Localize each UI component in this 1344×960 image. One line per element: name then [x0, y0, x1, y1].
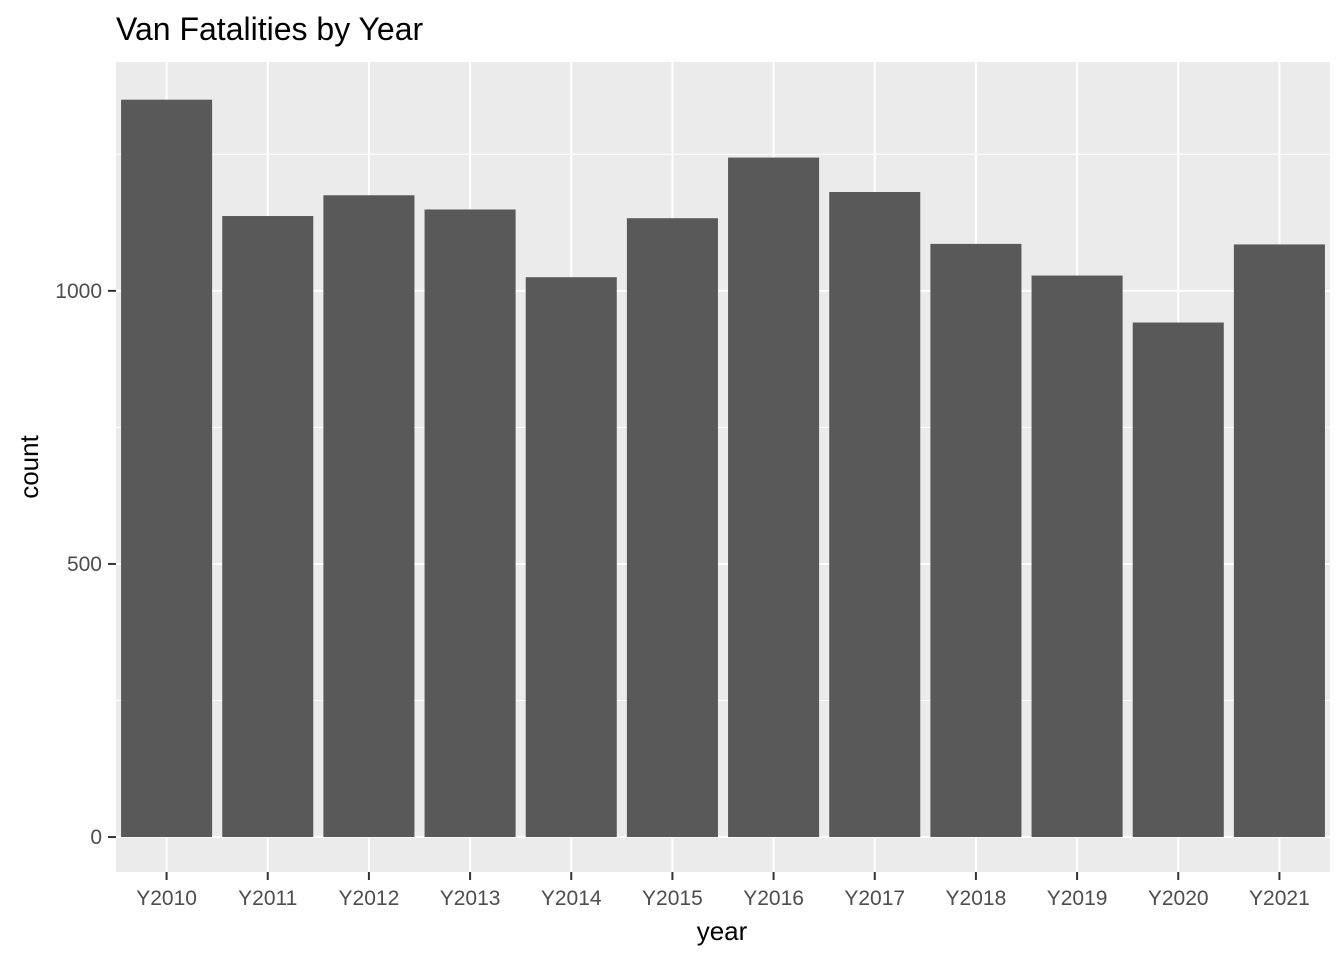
x-tick-label: Y2018	[946, 887, 1007, 910]
y-axis-title: count	[14, 434, 44, 498]
y-axis: 0 500 1000	[55, 280, 116, 849]
x-tick-label: Y2016	[743, 887, 804, 910]
bar-Y2017	[829, 191, 921, 838]
x-axis-title: year	[697, 916, 748, 946]
y-tick-label: 0	[90, 826, 102, 849]
bar-Y2021	[1233, 244, 1325, 838]
bar-Y2016	[728, 157, 820, 838]
bar-Y2020	[1132, 322, 1224, 838]
x-tick-label: Y2013	[440, 887, 501, 910]
x-tick-label: Y2015	[642, 887, 703, 910]
plot-panel	[116, 62, 1330, 872]
bar-Y2019	[1031, 275, 1123, 838]
x-tick-label: Y2011	[238, 887, 297, 910]
x-tick-label: Y2020	[1148, 887, 1209, 910]
bars	[121, 99, 1325, 838]
bar-Y2014	[525, 277, 617, 838]
bar-Y2018	[930, 243, 1022, 838]
bar-Y2015	[626, 218, 718, 838]
chart-title: Van Fatalities by Year	[116, 11, 424, 47]
x-axis: Y2010 Y2011 Y2012 Y2013 Y2014 Y2015 Y2016 Y2017…	[136, 872, 1310, 910]
bar-Y2011	[222, 216, 314, 838]
x-tick-label: Y2017	[844, 887, 905, 910]
bar-Y2013	[424, 209, 516, 838]
x-tick-label: Y2010	[136, 887, 197, 910]
x-tick-label: Y2014	[541, 887, 602, 910]
x-tick-label: Y2021	[1249, 887, 1310, 910]
x-tick-label: Y2019	[1047, 887, 1108, 910]
x-tick-label: Y2012	[339, 887, 400, 910]
bar-Y2010	[121, 99, 213, 838]
y-tick-label: 500	[67, 553, 102, 576]
y-tick-label: 1000	[55, 280, 102, 303]
bar-Y2012	[323, 195, 415, 838]
